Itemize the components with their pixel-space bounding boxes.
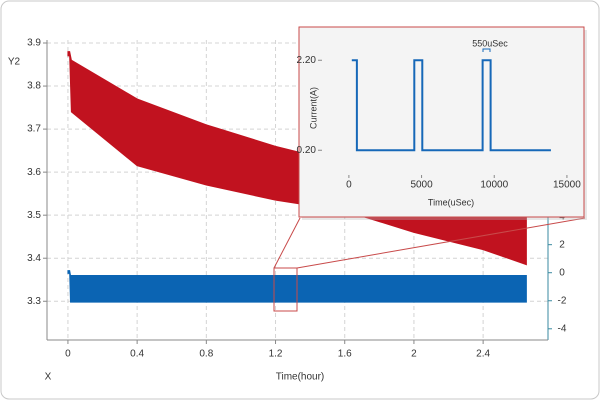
line bbox=[351, 59, 551, 152]
x-tick-label: 0 bbox=[65, 349, 71, 360]
inset-panel bbox=[298, 26, 585, 218]
y-axis-label: Y2 bbox=[8, 57, 21, 68]
x-tick-label: 0.8 bbox=[199, 349, 213, 360]
x-tick-label: 10000 bbox=[480, 180, 508, 191]
y-tick-label: 0.20 bbox=[297, 145, 317, 156]
y-tick-label: 3.9 bbox=[27, 38, 41, 49]
x-tick-label: 1.6 bbox=[338, 349, 352, 360]
zoom-connector bbox=[273, 217, 301, 269]
annotation: 550uSec bbox=[472, 38, 508, 48]
y-tick-label: 3.5 bbox=[27, 210, 41, 221]
y-tick-label: 3.6 bbox=[27, 167, 41, 178]
y-tick-label: 3.8 bbox=[27, 81, 41, 92]
x-tick-label: 2.4 bbox=[476, 349, 490, 360]
y-tick-label: 3.4 bbox=[27, 253, 41, 264]
x-tick-label: 15000 bbox=[553, 180, 581, 191]
x-tick-label: 5000 bbox=[410, 180, 433, 191]
annotation-bracket bbox=[482, 48, 491, 52]
x-tick-label: 0.4 bbox=[130, 349, 144, 360]
zoom-box bbox=[273, 267, 298, 312]
y-tick-label: 2.20 bbox=[297, 55, 317, 66]
x-tick-label: 2 bbox=[411, 349, 417, 360]
y2-tick-label: 0 bbox=[559, 267, 565, 278]
y-tick-label: 3.3 bbox=[27, 296, 41, 307]
y2-tick-label: -4 bbox=[558, 323, 567, 334]
y-tick-label: 3.7 bbox=[27, 124, 41, 135]
y-axis-label: Current(A) bbox=[308, 87, 318, 129]
y2-tick-label: 2 bbox=[559, 239, 565, 250]
corner-label: X bbox=[45, 372, 52, 383]
zoom-connector bbox=[296, 217, 586, 269]
x-axis-label: Time(hour) bbox=[276, 372, 325, 383]
x-tick-label: 0 bbox=[346, 180, 352, 191]
y2-tick-label: -2 bbox=[558, 295, 567, 306]
inset-chart: 0 5000 10000 15000 0.20 2.20 Current(A) Time(uS… bbox=[297, 38, 582, 207]
x-tick-label: 1.2 bbox=[269, 349, 283, 360]
x-axis-label: Time(uSec) bbox=[428, 197, 474, 207]
